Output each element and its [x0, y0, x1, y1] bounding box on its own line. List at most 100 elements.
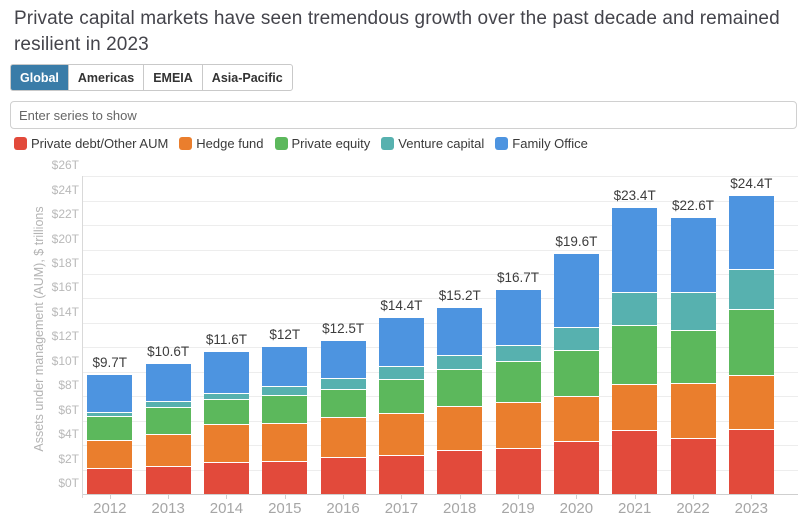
legend-item-hedge-fund[interactable]: Hedge fund: [179, 136, 264, 151]
bar-total-label: $12T: [269, 327, 301, 343]
series-filter-input[interactable]: [10, 101, 797, 129]
bar-segment-venture-capital[interactable]: [612, 292, 658, 326]
y-axis-tick-label: $0T: [58, 476, 79, 490]
bar-segment-private-debt-other-aum[interactable]: [670, 437, 716, 494]
y-axis-tick-label: $24T: [51, 182, 79, 197]
bar-segment-family-office[interactable]: [495, 289, 541, 345]
bar-segment-private-debt-other-aum[interactable]: [553, 441, 599, 494]
x-axis-tick: [518, 495, 520, 499]
legend-label: Private equity: [291, 135, 371, 151]
tab-asia-pacific[interactable]: Asia-Pacific: [201, 64, 293, 91]
bar-segment-private-equity[interactable]: [262, 395, 308, 424]
tab-americas[interactable]: Americas: [67, 64, 145, 91]
bar-segment-hedge-fund[interactable]: [87, 440, 133, 469]
bar-segment-private-equity[interactable]: [145, 407, 191, 435]
legend-item-private-equity[interactable]: Private equity: [274, 135, 371, 151]
bar-total-label: $9.7T: [92, 355, 128, 371]
bar-segment-venture-capital[interactable]: [495, 344, 541, 361]
bar-segment-family-office[interactable]: [87, 375, 133, 413]
bar-segment-family-office[interactable]: [728, 195, 774, 270]
bar-segment-hedge-fund[interactable]: [728, 375, 774, 430]
tab-global[interactable]: Global: [10, 64, 69, 91]
bar-segment-hedge-fund[interactable]: [378, 413, 424, 455]
bar-segment-hedge-fund[interactable]: [437, 406, 483, 450]
bar-segment-hedge-fund[interactable]: [320, 417, 366, 458]
bar-segment-family-office[interactable]: [670, 217, 716, 293]
legend-item-venture-capital[interactable]: Venture capital: [381, 136, 484, 151]
bar-segment-venture-capital[interactable]: [145, 401, 191, 408]
legend-swatch-icon: [274, 136, 288, 150]
legend-label: Private debt/Other AUM: [31, 135, 169, 151]
legend-item-family-office[interactable]: Family Office: [495, 136, 588, 151]
bar-total-label: $24.4T: [730, 175, 773, 191]
bar-segment-family-office[interactable]: [203, 352, 249, 393]
bar-segment-private-debt-other-aum[interactable]: [262, 461, 308, 494]
bar-segment-venture-capital[interactable]: [203, 392, 249, 399]
bar-segment-private-equity[interactable]: [728, 309, 774, 376]
bar-segment-family-office[interactable]: [612, 208, 658, 293]
bar-segment-private-equity[interactable]: [378, 379, 424, 414]
bar-segment-venture-capital[interactable]: [320, 377, 366, 389]
y-axis-tick-label: $4T: [58, 427, 79, 442]
bar-segment-hedge-fund[interactable]: [145, 434, 191, 466]
bar-segment-private-equity[interactable]: [612, 325, 658, 384]
bar-segment-venture-capital[interactable]: [437, 354, 483, 370]
x-axis-year-label: 2018: [443, 500, 477, 517]
bar-segment-family-office[interactable]: [145, 364, 191, 402]
bar-segment-private-debt-other-aum[interactable]: [612, 430, 658, 494]
gridline: [82, 274, 798, 276]
bar-segment-family-office[interactable]: [378, 318, 424, 366]
legend-item-private-debt-other-aum[interactable]: Private debt/Other AUM: [14, 136, 168, 151]
x-axis-year-label: 2013: [151, 500, 185, 517]
page-title: Private capital markets have seen tremen…: [14, 8, 780, 55]
x-axis-year-label: 2020: [559, 500, 594, 517]
bar-segment-private-equity[interactable]: [320, 388, 366, 417]
bar-segment-private-debt-other-aum[interactable]: [495, 447, 541, 494]
bar-segment-private-equity[interactable]: [670, 330, 716, 383]
region-tab-bar: Global Americas EMEIA Asia-Pacific: [10, 64, 293, 91]
tab-emeia[interactable]: EMEIA: [143, 64, 203, 91]
bar-segment-private-equity[interactable]: [553, 349, 599, 397]
bar-segment-venture-capital[interactable]: [553, 326, 599, 350]
x-axis-tick: [693, 495, 694, 499]
bar-segment-venture-capital[interactable]: [378, 365, 424, 380]
bar-segment-family-office[interactable]: [262, 347, 308, 387]
x-axis-tick: [401, 495, 403, 499]
bar-segment-private-debt-other-aum[interactable]: [87, 468, 133, 494]
bar-segment-hedge-fund[interactable]: [670, 382, 716, 438]
bar-segment-private-equity[interactable]: [87, 415, 133, 441]
bar-segment-hedge-fund[interactable]: [262, 423, 308, 461]
bar-segment-hedge-fund[interactable]: [553, 396, 599, 442]
bar-segment-private-debt-other-aum[interactable]: [437, 450, 483, 494]
bar-segment-family-office[interactable]: [437, 308, 483, 355]
bar-segment-venture-capital[interactable]: [262, 386, 308, 395]
bar-segment-private-equity[interactable]: [437, 369, 483, 406]
bar-segment-private-debt-other-aum[interactable]: [145, 465, 191, 494]
y-axis-tick-label: $26T: [51, 158, 79, 173]
legend-swatch-icon: [495, 136, 509, 150]
bar-segment-private-debt-other-aum[interactable]: [728, 429, 774, 494]
bar-segment-venture-capital[interactable]: [87, 412, 133, 416]
x-axis-tick: [226, 495, 228, 499]
bar-segment-private-debt-other-aum[interactable]: [378, 454, 424, 494]
y-axis-tick-label: $12T: [51, 329, 79, 344]
y-axis-tick-label: $14T: [51, 304, 79, 319]
bar-segment-private-equity[interactable]: [495, 360, 541, 403]
bar-segment-hedge-fund[interactable]: [203, 424, 249, 463]
bar-segment-private-debt-other-aum[interactable]: [320, 457, 366, 494]
bar-segment-family-office[interactable]: [320, 341, 366, 378]
gridline: [82, 494, 798, 495]
bar-segment-hedge-fund[interactable]: [495, 402, 541, 448]
bar-segment-private-debt-other-aum[interactable]: [203, 462, 249, 494]
x-axis-tick: [576, 495, 578, 499]
y-axis-title: Assets under management (AUM), $ trillio…: [32, 206, 46, 452]
bar-segment-family-office[interactable]: [553, 254, 599, 327]
bar-segment-venture-capital[interactable]: [670, 292, 716, 331]
y-axis-tick-label: $20T: [51, 231, 79, 246]
bar-total-label: $16.7T: [497, 269, 540, 285]
bar-segment-private-equity[interactable]: [203, 398, 249, 425]
y-axis-line: [82, 176, 83, 498]
bar-segment-hedge-fund[interactable]: [612, 384, 658, 431]
bar-segment-venture-capital[interactable]: [728, 269, 774, 310]
